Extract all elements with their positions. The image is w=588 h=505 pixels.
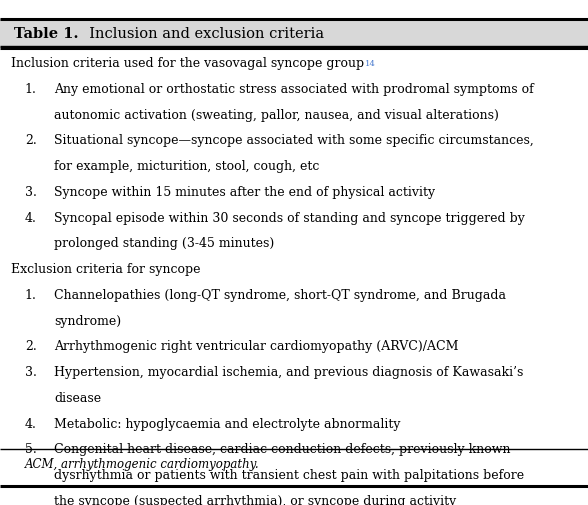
Text: 2.: 2.	[25, 134, 36, 147]
Text: syndrome): syndrome)	[54, 315, 121, 328]
Text: Situational syncope—syncope associated with some specific circumstances,: Situational syncope—syncope associated w…	[54, 134, 534, 147]
Text: 4.: 4.	[25, 212, 36, 225]
Text: Arrhythmogenic right ventricular cardiomyopathy (ARVC)/ACM: Arrhythmogenic right ventricular cardiom…	[54, 340, 459, 353]
Text: prolonged standing (3-45 minutes): prolonged standing (3-45 minutes)	[54, 237, 275, 250]
Text: Exclusion criteria for syncope: Exclusion criteria for syncope	[11, 263, 200, 276]
Text: Inclusion and exclusion criteria: Inclusion and exclusion criteria	[80, 27, 324, 40]
Text: 1.: 1.	[25, 83, 36, 96]
Text: 3.: 3.	[25, 366, 36, 379]
Text: 2.: 2.	[25, 340, 36, 353]
Text: for example, micturition, stool, cough, etc: for example, micturition, stool, cough, …	[54, 160, 319, 173]
Text: autonomic activation (sweating, pallor, nausea, and visual alterations): autonomic activation (sweating, pallor, …	[54, 109, 499, 122]
Text: disease: disease	[54, 392, 101, 405]
Text: Congenital heart disease, cardiac conduction defects, previously known: Congenital heart disease, cardiac conduc…	[54, 443, 510, 457]
Text: 3.: 3.	[25, 186, 36, 199]
Text: 5.: 5.	[25, 443, 36, 457]
Text: Inclusion criteria used for the vasovagal syncope group: Inclusion criteria used for the vasovaga…	[11, 57, 364, 70]
Text: dysrhythmia or patients with transient chest pain with palpitations before: dysrhythmia or patients with transient c…	[54, 469, 524, 482]
Text: Any emotional or orthostatic stress associated with prodromal symptoms of: Any emotional or orthostatic stress asso…	[54, 83, 534, 96]
Text: ACM, arrhythmogenic cardiomyopathy.: ACM, arrhythmogenic cardiomyopathy.	[25, 458, 260, 471]
Bar	[0, 19, 588, 48]
Text: 4.: 4.	[25, 418, 36, 431]
Text: 1.: 1.	[25, 289, 36, 302]
Text: Hypertension, myocardial ischemia, and previous diagnosis of Kawasaki’s: Hypertension, myocardial ischemia, and p…	[54, 366, 523, 379]
Text: 14: 14	[365, 60, 375, 68]
Text: Metabolic: hypoglycaemia and electrolyte abnormality: Metabolic: hypoglycaemia and electrolyte…	[54, 418, 400, 431]
Text: Syncopal episode within 30 seconds of standing and syncope triggered by: Syncopal episode within 30 seconds of st…	[54, 212, 525, 225]
Text: Channelopathies (long-QT syndrome, short-QT syndrome, and Brugada: Channelopathies (long-QT syndrome, short…	[54, 289, 506, 302]
Text: Table 1.: Table 1.	[14, 27, 78, 40]
Text: Syncope within 15 minutes after the end of physical activity: Syncope within 15 minutes after the end …	[54, 186, 435, 199]
Text: the syncope (suspected arrhythmia), or syncope during activity: the syncope (suspected arrhythmia), or s…	[54, 495, 456, 505]
